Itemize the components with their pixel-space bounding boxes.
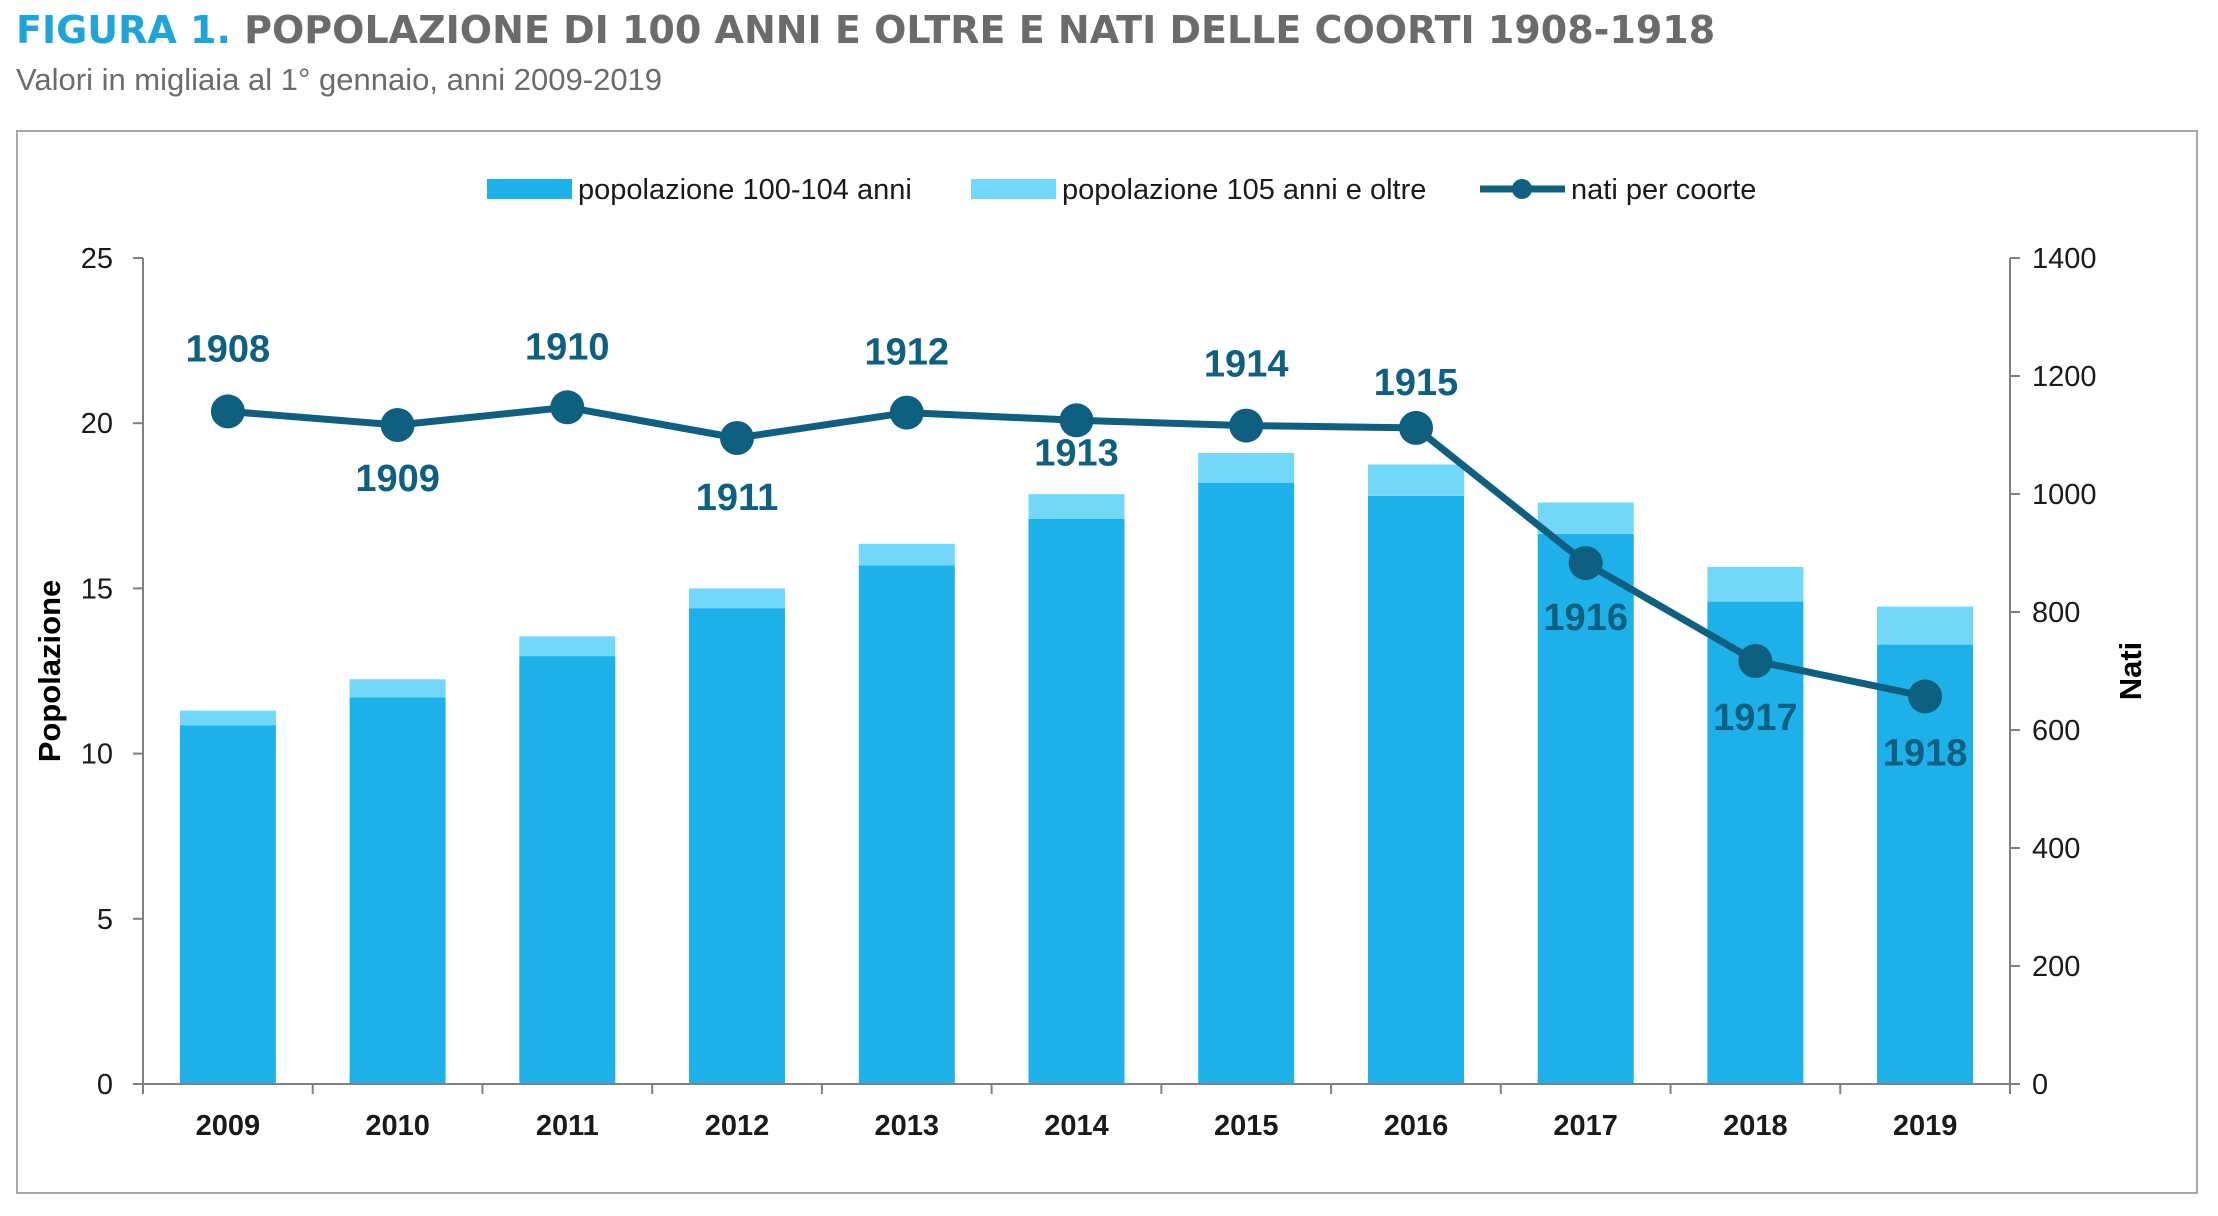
point-nati-1909 [380,408,415,442]
y-right-tick-label: 1200 [2032,361,2097,393]
legend-swatch [487,179,572,199]
figure-label: FIGURA 1. [16,8,231,52]
legend-label: popolazione 100-104 anni [578,174,912,206]
x-tick-label-2010: 2010 [365,1110,430,1142]
y-left-tick-label: 0 [97,1069,113,1101]
line-series-group [210,390,1943,714]
point-label-1914: 1914 [1204,344,1289,386]
legend-label: nati per coorte [1571,174,1756,206]
y-right-tick-label: 400 [2032,833,2080,865]
legend: popolazione 100-104 anni popolazione 105 … [487,174,1756,206]
bar-pop-100-104-2017 [1537,533,1634,1084]
bar-pop-105-plus-2013 [858,543,955,566]
bar-pop-100-104-2009 [179,725,276,1084]
point-label-1908: 1908 [186,328,271,370]
y-right-tick-label: 1400 [2032,243,2097,275]
point-label-1909: 1909 [355,458,440,500]
point-label-1918: 1918 [1883,732,1968,774]
point-nati-1914 [1229,408,1264,443]
bar-pop-100-104-2011 [519,656,616,1084]
bar-pop-105-plus-2014 [1028,494,1125,519]
y-right-tick-label: 800 [2032,597,2080,629]
point-label-1915: 1915 [1374,362,1459,404]
bar-pop-105-plus-2011 [519,636,616,657]
y-axis-right-title: Nati [2113,642,2148,701]
point-nati-1912 [889,395,924,430]
point-nati-1908 [210,394,245,429]
legend-item-1: popolazione 100-104 anni [487,174,912,206]
legend-label: popolazione 105 anni e oltre [1062,174,1426,206]
y-left-tick-label: 15 [81,573,113,605]
y-right-tick-label: 0 [2032,1069,2048,1101]
y-right-tick-label: 200 [2032,951,2080,983]
legend-marker [1512,179,1532,199]
bar-pop-105-plus-2009 [179,710,276,726]
point-nati-1910 [550,390,585,425]
x-tick-label-2009: 2009 [196,1110,261,1142]
bar-pop-100-104-2012 [689,608,785,1084]
bar-pop-105-plus-2015 [1198,452,1295,483]
bar-pop-105-plus-2017 [1537,502,1634,534]
x-tick-label-2015: 2015 [1214,1110,1279,1142]
point-labels-group: 1908 1909 1910 1911 1912 1913 1914 1915 1916 1917… [186,326,1968,774]
bar-pop-105-plus-2016 [1368,464,1464,496]
point-label-1911: 1911 [696,477,778,519]
legend-item-3: nati per coorte [1480,174,1756,206]
point-label-1912: 1912 [865,332,950,374]
legend-swatch [971,179,1056,199]
point-label-1913: 1913 [1034,432,1119,474]
axes-group: 0 5 10 15 20 25 0 200 400 600 800 1000 1200 1400 2009 2… [81,243,2097,1142]
point-label-1917: 1917 [1713,697,1798,739]
bar-pop-105-plus-2019 [1877,606,1974,645]
x-tick-label-2013: 2013 [875,1110,940,1142]
bars-group [179,452,1974,1084]
bar-pop-100-104-2014 [1028,519,1125,1084]
chart-frame [16,130,2198,1194]
point-label-1916: 1916 [1543,597,1628,639]
y-left-tick-label: 25 [81,243,113,275]
x-tick-label-2014: 2014 [1044,1110,1109,1142]
y-right-tick-label: 600 [2032,715,2080,747]
bar-pop-100-104-2018 [1707,601,1804,1084]
bar-pop-100-104-2010 [349,697,446,1084]
x-tick-label-2019: 2019 [1893,1110,1958,1142]
y-axis-left-title: Popolazione [32,580,67,763]
figure-title: FIGURA 1. POPOLAZIONE DI 100 ANNI E OLTR… [16,8,1715,52]
bar-pop-100-104-2013 [858,565,955,1084]
point-nati-1915 [1399,410,1433,445]
bar-pop-100-104-2015 [1198,482,1295,1084]
bar-pop-105-plus-2018 [1707,566,1804,602]
point-nati-1917 [1738,644,1773,678]
bar-pop-105-plus-2010 [349,679,446,698]
bar-pop-100-104-2019 [1877,644,1974,1084]
x-tick-label-2012: 2012 [705,1110,770,1142]
point-label-1910: 1910 [525,326,610,368]
bar-pop-100-104-2016 [1368,495,1464,1084]
bar-pop-105-plus-2012 [689,588,785,609]
y-left-tick-label: 10 [81,739,113,771]
x-tick-label-2017: 2017 [1553,1110,1618,1142]
point-nati-1918 [1908,679,1943,714]
x-tick-label-2018: 2018 [1723,1110,1788,1142]
y-right-tick-label: 1000 [2032,479,2097,511]
y-left-tick-label: 5 [97,904,113,936]
point-nati-1913 [1059,403,1094,438]
figure-subtitle: Valori in migliaia al 1° gennaio, anni 2… [16,62,663,97]
figure-title-text: POPOLAZIONE DI 100 ANNI E OLTRE E NATI D… [244,8,1716,52]
x-tick-label-2016: 2016 [1384,1110,1449,1142]
point-nati-1911 [720,421,754,455]
x-tick-label-2011: 2011 [536,1110,599,1142]
legend-item-2: popolazione 105 anni e oltre [971,174,1426,206]
point-nati-1916 [1568,546,1603,580]
y-left-tick-label: 20 [81,408,113,440]
